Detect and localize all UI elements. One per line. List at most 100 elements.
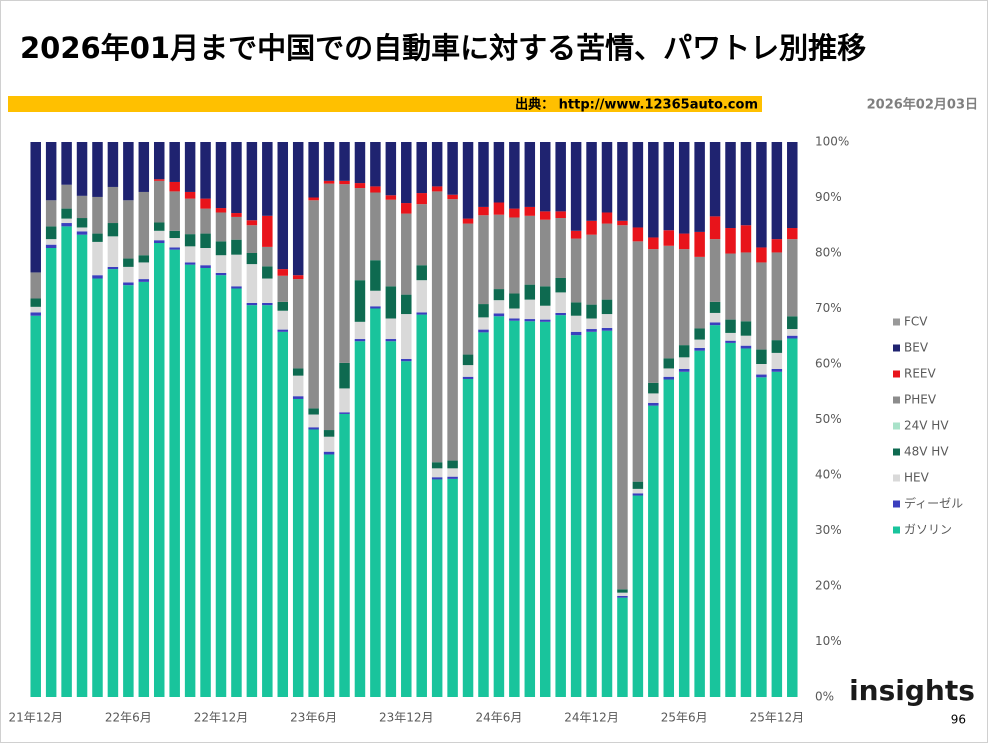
bar-segment <box>231 213 242 217</box>
bar-segment <box>76 142 88 196</box>
bar-segment <box>92 233 103 242</box>
bar-segment <box>771 340 783 353</box>
bar-segment <box>76 195 88 219</box>
bar-segment <box>709 216 721 240</box>
bar-segment <box>215 142 227 209</box>
bar-segment <box>292 368 304 376</box>
bar-segment <box>200 267 211 697</box>
bar-segment <box>231 288 242 697</box>
bar-segment <box>462 376 474 379</box>
bar-segment <box>215 212 227 242</box>
bar-segment <box>663 245 675 359</box>
bar-segment <box>431 142 443 187</box>
bar-segment <box>401 314 412 360</box>
bar-segment <box>678 345 690 358</box>
bar-segment <box>308 427 319 430</box>
bar-segment <box>30 298 41 307</box>
bar-segment <box>169 238 180 248</box>
y-tick-label: 0% <box>815 690 834 704</box>
bar-segment <box>756 262 767 350</box>
x-tick-label: 22年6月 <box>105 711 152 725</box>
bar-segment <box>524 299 536 320</box>
y-tick-label: 20% <box>815 579 842 593</box>
y-tick-label: 80% <box>815 246 842 260</box>
bar-segment <box>493 316 505 697</box>
bar-segment <box>370 290 381 307</box>
bar-segment <box>632 227 644 242</box>
bar-segment <box>632 142 644 228</box>
y-tick-label: 90% <box>815 190 842 204</box>
bar-segment <box>61 226 72 698</box>
bar-segment <box>401 361 412 697</box>
bar-segment <box>339 412 350 414</box>
bar-segment <box>493 202 505 215</box>
bar-segment <box>277 269 289 276</box>
bar-segment <box>709 142 721 217</box>
bar-segment <box>169 247 180 250</box>
y-tick-label: 10% <box>815 634 842 648</box>
bar-segment <box>740 225 752 253</box>
bar-segment <box>308 142 319 198</box>
bar-segment <box>632 241 644 482</box>
bar-segment <box>246 305 258 697</box>
bar-segment <box>153 230 165 241</box>
bar-segment <box>231 254 242 287</box>
logo: insights <box>849 674 975 707</box>
bar-segment <box>153 243 165 697</box>
bar-segment <box>61 142 72 185</box>
bar-segment <box>771 352 783 369</box>
bar-segment <box>277 331 289 697</box>
bar-segment <box>740 142 752 226</box>
bar-segment <box>539 219 551 287</box>
legend-swatch <box>893 318 900 326</box>
bar-segment <box>262 246 273 267</box>
bar-segment <box>447 476 458 479</box>
bar-segment <box>292 279 304 369</box>
bar-segment <box>262 266 273 279</box>
bar-segment <box>678 357 690 369</box>
bar-segment <box>493 313 505 317</box>
bar-segment <box>663 368 675 377</box>
bar-segment <box>30 272 41 299</box>
bar-segment <box>787 316 798 330</box>
bar-segment <box>370 186 381 193</box>
bar-segment <box>45 248 57 697</box>
bar-segment <box>107 223 119 237</box>
bar-segment <box>787 329 798 336</box>
bar-segment <box>339 388 350 413</box>
bar-segment <box>570 142 582 231</box>
bar-segment <box>725 142 736 229</box>
bar-segment <box>354 321 366 340</box>
bar-segment <box>555 218 566 278</box>
bar-segment <box>30 142 41 273</box>
bar-segment <box>323 180 335 184</box>
bar-segment <box>663 376 675 380</box>
x-tick-label: 25年12月 <box>750 711 805 725</box>
bar-segment <box>184 234 196 247</box>
bar-segment <box>787 239 798 317</box>
bar-segment <box>678 371 690 697</box>
bar-segment <box>601 212 613 224</box>
bar-segment <box>431 186 443 192</box>
bar-segment <box>756 247 767 263</box>
bar-segment <box>632 493 644 496</box>
bar-segment <box>107 142 119 187</box>
bar-segment <box>138 279 150 282</box>
bar-segment <box>524 321 536 697</box>
bar-segment <box>45 226 57 240</box>
bar-segment <box>138 255 150 263</box>
x-tick-label: 24年6月 <box>475 711 522 725</box>
bar-segment <box>231 239 242 255</box>
bar-segment <box>509 217 520 294</box>
source: 出典： http://www.12365auto.com <box>515 97 758 113</box>
bar-segment <box>694 328 705 340</box>
bar-segment <box>771 252 783 341</box>
bar-segment <box>308 414 319 428</box>
bar-segment <box>385 142 397 196</box>
chart-title: 2026年01月まで中国での自動車に対する苦情、パワトレ別推移 <box>20 31 866 65</box>
legend-label: REEV <box>904 367 937 381</box>
bar-segment <box>740 252 752 322</box>
bar-segment <box>462 142 474 219</box>
bar-segment <box>725 332 736 341</box>
x-tick-label: 25年6月 <box>661 711 708 725</box>
